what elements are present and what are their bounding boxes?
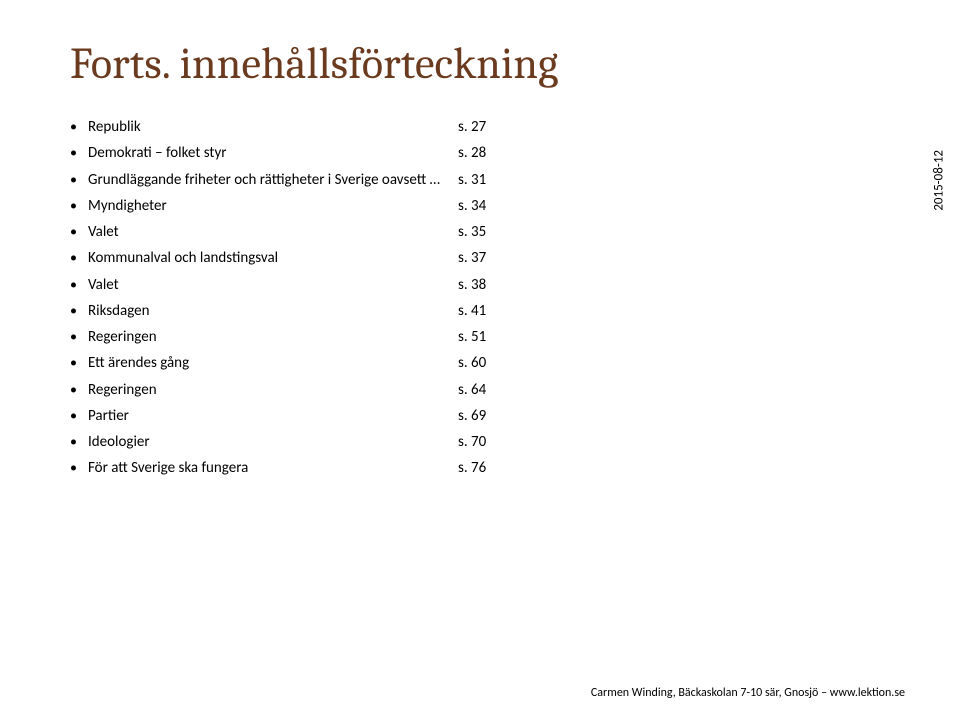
bullet-icon: •: [70, 171, 88, 190]
toc-label: Partier: [88, 406, 458, 426]
toc-label: Grundläggande friheter och rättigheter i…: [88, 170, 458, 190]
toc-label: Ett ärendes gång: [88, 353, 458, 373]
toc-page: s. 37: [458, 248, 486, 268]
table-of-contents: • Republik s. 27 • Demokrati – folket st…: [70, 117, 890, 479]
bullet-icon: •: [70, 144, 88, 163]
toc-item: • Republik s. 27: [70, 117, 890, 137]
toc-item: • Grundläggande friheter och rättigheter…: [70, 170, 890, 190]
toc-label: Kommunalval och landstingsval: [88, 248, 458, 268]
bullet-icon: •: [70, 276, 88, 295]
toc-item: • Kommunalval och landstingsval s. 37: [70, 248, 890, 268]
toc-item: • Valet s. 38: [70, 275, 890, 295]
toc-item: • Regeringen s. 51: [70, 327, 890, 347]
bullet-icon: •: [70, 302, 88, 321]
toc-item: • Valet s. 35: [70, 222, 890, 242]
toc-page: s. 69: [458, 406, 486, 426]
side-date: 2015-08-12: [932, 150, 947, 211]
bullet-icon: •: [70, 433, 88, 452]
toc-label: Regeringen: [88, 327, 458, 347]
bullet-icon: •: [70, 459, 88, 478]
bullet-icon: •: [70, 407, 88, 426]
toc-page: s. 60: [458, 353, 486, 373]
toc-label: Myndigheter: [88, 196, 458, 216]
toc-item: • Ideologier s. 70: [70, 432, 890, 452]
bullet-icon: •: [70, 223, 88, 242]
toc-page: s. 51: [458, 327, 486, 347]
toc-label: Republik: [88, 117, 458, 137]
toc-label: Valet: [88, 222, 458, 242]
toc-item: • Myndigheter s. 34: [70, 196, 890, 216]
toc-page: s. 64: [458, 380, 486, 400]
toc-page: s. 28: [458, 143, 486, 163]
toc-page: s. 38: [458, 275, 486, 295]
toc-item: • Ett ärendes gång s. 60: [70, 353, 890, 373]
bullet-icon: •: [70, 328, 88, 347]
bullet-icon: •: [70, 381, 88, 400]
toc-item: • Regeringen s. 64: [70, 380, 890, 400]
toc-page: s. 31: [458, 170, 486, 190]
toc-page: s. 41: [458, 301, 486, 321]
toc-page: s. 35: [458, 222, 486, 242]
toc-label: Regeringen: [88, 380, 458, 400]
footer-text: Carmen Winding, Bäckaskolan 7-10 sär, Gn…: [591, 686, 905, 700]
toc-label: Demokrati – folket styr: [88, 143, 458, 163]
toc-label: Riksdagen: [88, 301, 458, 321]
toc-page: s. 76: [458, 458, 486, 478]
toc-item: • Partier s. 69: [70, 406, 890, 426]
toc-label: Valet: [88, 275, 458, 295]
toc-label: Ideologier: [88, 432, 458, 452]
toc-item: • Riksdagen s. 41: [70, 301, 890, 321]
toc-item: • Demokrati – folket styr s. 28: [70, 143, 890, 163]
bullet-icon: •: [70, 118, 88, 137]
toc-page: s. 70: [458, 432, 486, 452]
page-title: Forts. innehållsförteckning: [70, 38, 890, 89]
toc-item: • För att Sverige ska fungera s. 76: [70, 458, 890, 478]
slide: Forts. innehållsförteckning • Republik s…: [0, 0, 960, 720]
bullet-icon: •: [70, 354, 88, 373]
bullet-icon: •: [70, 249, 88, 268]
toc-label: För att Sverige ska fungera: [88, 458, 458, 478]
toc-page: s. 34: [458, 196, 486, 216]
bullet-icon: •: [70, 197, 88, 216]
toc-page: s. 27: [458, 117, 486, 137]
